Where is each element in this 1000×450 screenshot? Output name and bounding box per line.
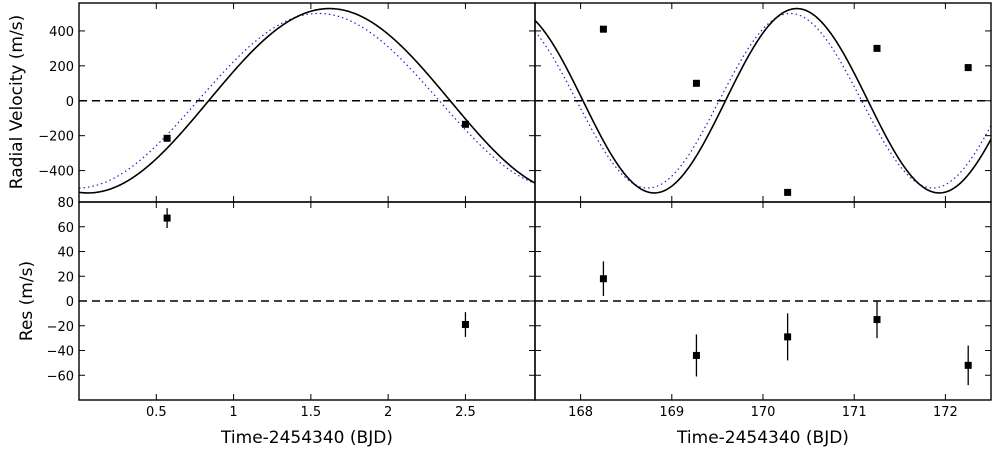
data-point [163, 134, 171, 142]
data-point [784, 333, 792, 341]
y-tick-label: 20 [57, 270, 74, 285]
x-tick-label: 168 [568, 405, 593, 420]
data-point [461, 321, 469, 329]
x-axis-title-left: Time-2454340 (BJD) [220, 428, 393, 448]
plot-area-rv-left [79, 7, 535, 194]
y-tick-label: 40 [57, 246, 74, 261]
data-point [873, 316, 881, 324]
data-point [964, 361, 972, 369]
x-tick-label: 2.5 [455, 405, 476, 420]
y-tick-label: −60 [47, 369, 74, 384]
x-tick-label: 0.5 [146, 405, 167, 420]
y-tick-label: −200 [38, 130, 74, 145]
y-tick-label: 60 [57, 221, 74, 236]
y-axis-title-rv: Radial Velocity (m/s) [7, 15, 27, 189]
y-tick-label: 0 [66, 295, 74, 310]
y-axis-title-residuals: Res (m/s) [17, 261, 37, 341]
x-tick-label: 171 [842, 405, 867, 420]
model-curve-solid [79, 7, 535, 194]
data-point [163, 214, 171, 222]
y-tick-label: 0 [66, 95, 74, 110]
panel-frame [78, 2, 536, 203]
y-tick-label: 200 [49, 60, 74, 75]
model-curve-solid [535, 7, 991, 194]
x-tick-label: 170 [751, 405, 776, 420]
y-tick-label: 80 [57, 196, 74, 211]
x-axis-title-right: Time-2454340 (BJD) [676, 428, 849, 448]
y-tick-label: −20 [47, 320, 74, 335]
panel-rv-left: 400 200 0 −200 −400 [38, 2, 536, 203]
data-point [784, 188, 792, 196]
x-tick-label: 1 [229, 405, 237, 420]
data-point [692, 79, 700, 87]
data-point [461, 120, 469, 128]
data-point [599, 275, 607, 283]
data-point [599, 25, 607, 33]
data-point [692, 351, 700, 359]
plot-area-res-left [79, 208, 535, 337]
x-tick-label: 1.5 [301, 405, 322, 420]
model-curve-dotted [79, 12, 535, 189]
panel-res-right: 168 169 170 171 172 [534, 201, 992, 420]
data-point [964, 64, 972, 72]
x-tick-label: 169 [659, 405, 684, 420]
data-point [873, 44, 881, 52]
panel-res-left: 0.5 1 1.5 2 2.5 80 60 40 20 0 −20 −40 −60 [47, 196, 536, 420]
y-tick-label: −40 [47, 345, 74, 360]
x-tick-label: 172 [933, 405, 958, 420]
panel-rv-right [534, 2, 992, 203]
y-tick-label: −400 [38, 165, 74, 180]
x-tick-label: 2 [384, 405, 392, 420]
y-tick-label: 400 [49, 25, 74, 40]
plot-area-rv-right [535, 7, 991, 196]
plot-area-res-right [535, 261, 991, 386]
